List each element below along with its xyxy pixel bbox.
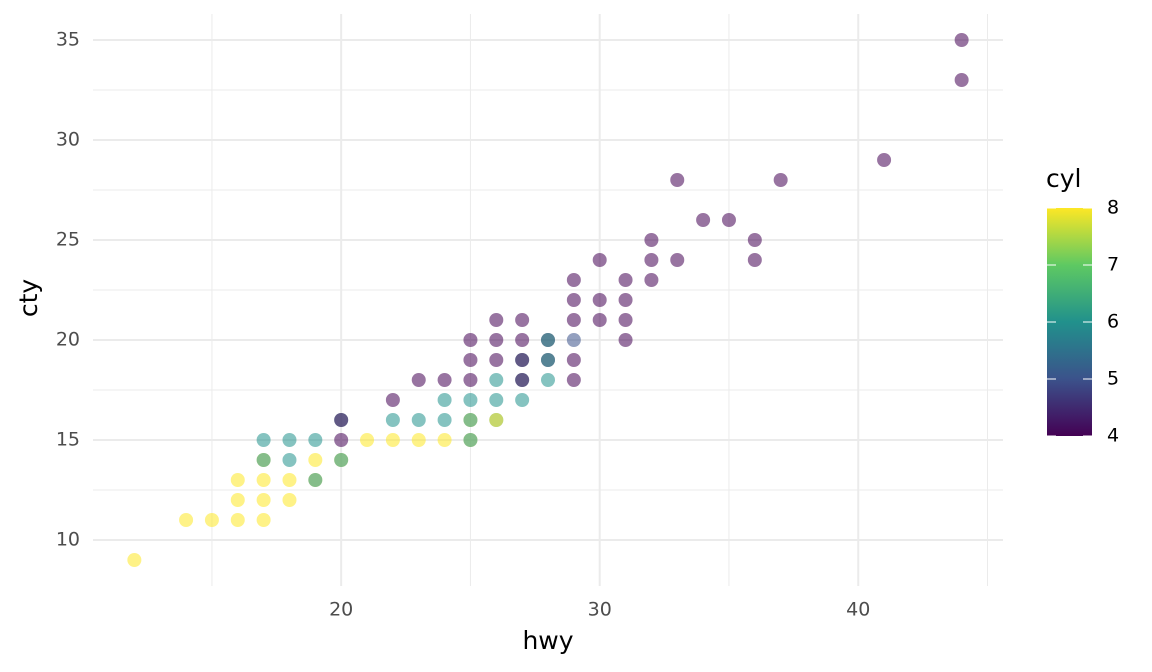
point [566, 353, 581, 367]
point [618, 333, 633, 347]
point [411, 433, 426, 447]
point [954, 33, 969, 47]
point [566, 373, 581, 387]
point [411, 373, 426, 387]
point [618, 313, 633, 327]
point [747, 253, 762, 267]
y-tick-label: 35 [56, 29, 80, 51]
y-tick-label: 30 [56, 129, 80, 151]
point [282, 453, 297, 467]
legend-label: 8 [1107, 197, 1119, 219]
point [489, 333, 504, 347]
point [308, 433, 323, 447]
legend-label: 4 [1107, 425, 1119, 447]
point [877, 153, 892, 167]
point [566, 293, 581, 307]
point [282, 493, 297, 507]
point [360, 433, 375, 447]
y-tick-label: 20 [56, 329, 80, 351]
point [644, 273, 659, 287]
point [515, 353, 530, 367]
legend-title: cyl [1046, 164, 1082, 193]
point [618, 293, 633, 307]
point [644, 233, 659, 247]
point [256, 473, 271, 487]
point [385, 393, 400, 407]
point [670, 253, 685, 267]
point [592, 313, 607, 327]
point [566, 313, 581, 327]
point [592, 293, 607, 307]
point [463, 373, 478, 387]
point [566, 273, 581, 287]
point [954, 73, 969, 87]
point [773, 173, 788, 187]
point [463, 393, 478, 407]
x-tick-label: 30 [588, 599, 612, 621]
point [230, 513, 245, 527]
y-axis-title: cty [14, 279, 43, 318]
point [670, 173, 685, 187]
y-tick-label: 10 [56, 529, 80, 551]
point [721, 213, 736, 227]
point [437, 413, 452, 427]
x-tick-label: 20 [329, 599, 353, 621]
point [282, 473, 297, 487]
point [515, 393, 530, 407]
point [566, 333, 581, 347]
point [385, 433, 400, 447]
x-axis-title: hwy [522, 626, 573, 655]
point [463, 353, 478, 367]
point [463, 433, 478, 447]
point [127, 553, 142, 567]
point [489, 313, 504, 327]
x-tick-label: 40 [846, 599, 870, 621]
point [515, 313, 530, 327]
point [334, 453, 349, 467]
y-tick-label: 15 [56, 429, 80, 451]
point [592, 253, 607, 267]
point [385, 413, 400, 427]
point [489, 373, 504, 387]
y-tick-label: 25 [56, 229, 80, 251]
point [411, 413, 426, 427]
point [644, 253, 659, 267]
point [515, 333, 530, 347]
point [541, 373, 555, 387]
point [489, 353, 504, 367]
point [256, 493, 271, 507]
point [437, 373, 452, 387]
legend-label: 6 [1107, 311, 1119, 333]
point [489, 413, 504, 427]
legend-label: 7 [1107, 254, 1119, 276]
point [437, 393, 452, 407]
point [230, 493, 245, 507]
point [308, 473, 323, 487]
point [696, 213, 711, 227]
point [463, 413, 478, 427]
point [230, 473, 245, 487]
point [256, 433, 271, 447]
point [204, 513, 219, 527]
point [179, 513, 194, 527]
point [334, 433, 349, 447]
point [437, 433, 452, 447]
legend-label: 5 [1107, 368, 1119, 390]
point [515, 373, 530, 387]
point [256, 513, 271, 527]
point [541, 353, 555, 367]
point [256, 453, 271, 467]
point [541, 333, 555, 347]
point [747, 233, 762, 247]
point [308, 453, 323, 467]
point [618, 273, 633, 287]
point [282, 433, 297, 447]
point [463, 333, 478, 347]
point [334, 413, 349, 427]
point [489, 393, 504, 407]
